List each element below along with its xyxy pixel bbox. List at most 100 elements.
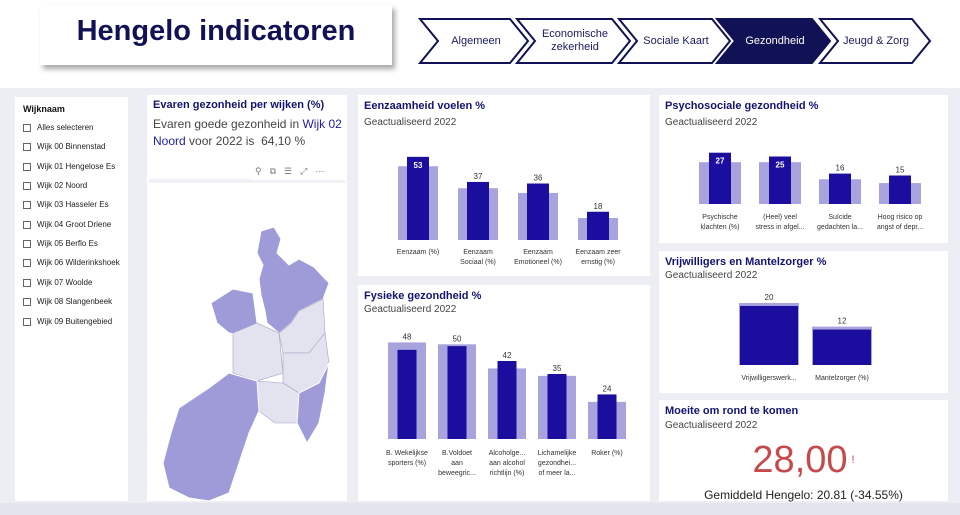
data-label: 53 (414, 161, 423, 170)
category-label: Lichamelijke (538, 450, 577, 457)
checkbox[interactable] (23, 142, 31, 151)
checkbox[interactable] (23, 317, 31, 326)
pin-icon[interactable]: ⚲ (255, 165, 262, 176)
data-label: 24 (603, 384, 612, 393)
category-label: (Heel) veel (763, 214, 797, 221)
moeite-card: Moeite om rond te komen Geactualiseerd 2… (659, 400, 948, 502)
category-label: Suïcide (828, 214, 851, 221)
slicer-item[interactable]: Wijk 06 Wilderinkshoek (23, 258, 120, 267)
tab-gezondheid[interactable] (714, 18, 832, 64)
slicer-item[interactable]: Wijk 07 Woolde (23, 278, 92, 287)
data-label: 42 (503, 351, 512, 360)
tab-algemeen[interactable] (417, 18, 530, 64)
data-label: 18 (594, 202, 603, 211)
fysiek-chart: 48 B. Wekelijkse sporters (%) 50 B.Voldoet aa… (386, 332, 626, 477)
category-label: aan (451, 460, 463, 467)
wijknaam-slicer: Wijknaam Alles selecteren Wijk 00 Binnen… (15, 97, 128, 501)
vrijwilligers-chart: 20 Vrijwilligerswerk... 12 Mantelzorger (%) (739, 293, 872, 382)
category-label: angst of depr... (877, 224, 923, 231)
category-label: klachten (%) (701, 224, 740, 231)
tab-jeugd-zorg[interactable] (817, 18, 932, 64)
category-label: aan alcohol (489, 460, 525, 467)
value-bar (769, 156, 791, 204)
data-label: 25 (776, 161, 785, 170)
checkbox[interactable] (23, 181, 31, 190)
slicer-item[interactable]: Wijk 05 Berflo Es (23, 239, 98, 248)
title-box: Hengelo indicatoren (40, 5, 392, 65)
map-card-title: Evaren gezonheid per wijken (%) (153, 99, 325, 111)
map-visual[interactable] (149, 179, 345, 502)
category-label: Psychische (702, 214, 738, 221)
checkbox[interactable] (23, 278, 31, 287)
eenzaamheid-subtitle: Geactualiseerd 2022 (364, 117, 457, 128)
slicer-item[interactable]: Wijk 09 Buitengebied (23, 317, 112, 326)
category-label: Alcoholge... (489, 450, 526, 457)
value-bar (547, 374, 567, 439)
filter-icon[interactable]: ☰ (284, 165, 293, 176)
vrijwilligers-card: Vrijwilligers en Mantelzorger % Geactual… (659, 251, 948, 393)
eenzaamheid-card: Eenzaamheid voelen % Geactualiseerd 2022… (358, 95, 650, 276)
copy-icon[interactable]: ⧉ (269, 165, 277, 176)
data-label: 27 (716, 157, 725, 166)
map-area-southeast[interactable] (296, 362, 330, 445)
value-bar (597, 394, 617, 439)
slicer-item[interactable]: Wijk 03 Hasseler Es (23, 200, 109, 209)
data-label: 12 (838, 317, 847, 326)
data-label: 48 (403, 332, 412, 341)
moeite-kpi: 28,00! (659, 438, 948, 482)
checkbox[interactable] (23, 200, 31, 209)
eenzaamheid-chart: 53 Eenzaam (%) 37 Eenzaam Sociaal (%) 36 Eenza… (397, 156, 621, 266)
value-bar (447, 346, 467, 439)
slicer-item[interactable]: Wijk 01 Hengelose Es (23, 162, 115, 171)
moeite-title: Moeite om rond te komen (665, 405, 799, 417)
slicer-item[interactable]: Wijk 00 Binnenstad (23, 142, 105, 151)
data-label: 16 (836, 164, 845, 173)
fysiek-subtitle: Geactualiseerd 2022 (364, 304, 457, 315)
tab-label-algemeen: Algemeen (451, 34, 501, 47)
checkbox[interactable] (23, 258, 31, 267)
focus-mode-icon[interactable]: ⤢ (300, 165, 308, 176)
wijk-map (162, 226, 330, 502)
category-label: gedachten la... (817, 224, 863, 231)
category-label: Eenzaam (%) (397, 249, 439, 256)
category-label: richtlijn (%) (490, 470, 525, 477)
category-label: gezondhei... (538, 460, 576, 467)
slicer-item[interactable]: Wijk 08 Slangenbeek (23, 297, 112, 306)
tab-sociale-kaart[interactable] (616, 18, 732, 64)
value-bar (397, 349, 417, 439)
bottom-bar (0, 503, 960, 515)
tab-label-jeugd-zorg: Jeugd & Zorg (842, 34, 910, 47)
data-label: 20 (765, 293, 774, 302)
tab-economische-zekerheid[interactable] (514, 18, 632, 64)
category-label: Emotioneel (%) (514, 259, 562, 266)
checkbox[interactable] (23, 297, 31, 306)
checkbox[interactable] (23, 220, 31, 229)
value-bar (709, 152, 731, 204)
more-options-icon[interactable]: ⋯ (315, 165, 325, 176)
vrijwilligers-subtitle: Geactualiseerd 2022 (665, 270, 758, 281)
slicer-title: Wijknaam (23, 104, 65, 114)
slicer-item[interactable]: Wijk 02 Noord (23, 181, 87, 190)
value-bar (740, 305, 798, 365)
psycho-title: Psychosociale gezondheid % (665, 100, 819, 112)
data-label: 36 (534, 174, 543, 183)
map-area-southwest[interactable] (162, 372, 260, 502)
fysiek-title: Fysieke gezondheid % (364, 290, 482, 302)
checkbox[interactable] (23, 123, 31, 132)
category-label: Mantelzorger (%) (815, 375, 869, 382)
category-label: Roker (%) (591, 450, 623, 457)
data-label: 50 (453, 334, 462, 343)
fysiek-card: Fysieke gezondheid % Geactualiseerd 2022… (358, 285, 650, 501)
moeite-footer: Gemiddeld Hengelo: 20.81 (-34.55%) (704, 488, 903, 502)
slicer-item[interactable]: Alles selecteren (23, 123, 93, 132)
map-area-centre[interactable] (232, 322, 284, 382)
category-label: Eenzaam zeer (575, 249, 621, 256)
psycho-chart: 27 Psychische klachten (%) 25 (Heel) veel str… (699, 152, 923, 231)
map-card-summary: Evaren goede gezonheid in Wijk 02 Noord v… (153, 117, 342, 148)
slicer-item[interactable]: Wijk 04 Groot Driene (23, 220, 111, 229)
checkbox[interactable] (23, 239, 31, 248)
category-label: sporters (%) (388, 460, 426, 467)
checkbox[interactable] (23, 162, 31, 171)
tab-label-gezondheid: Gezondheid (745, 34, 805, 47)
map-card: Evaren gezonheid per wijken (%) Evaren g… (147, 95, 347, 502)
